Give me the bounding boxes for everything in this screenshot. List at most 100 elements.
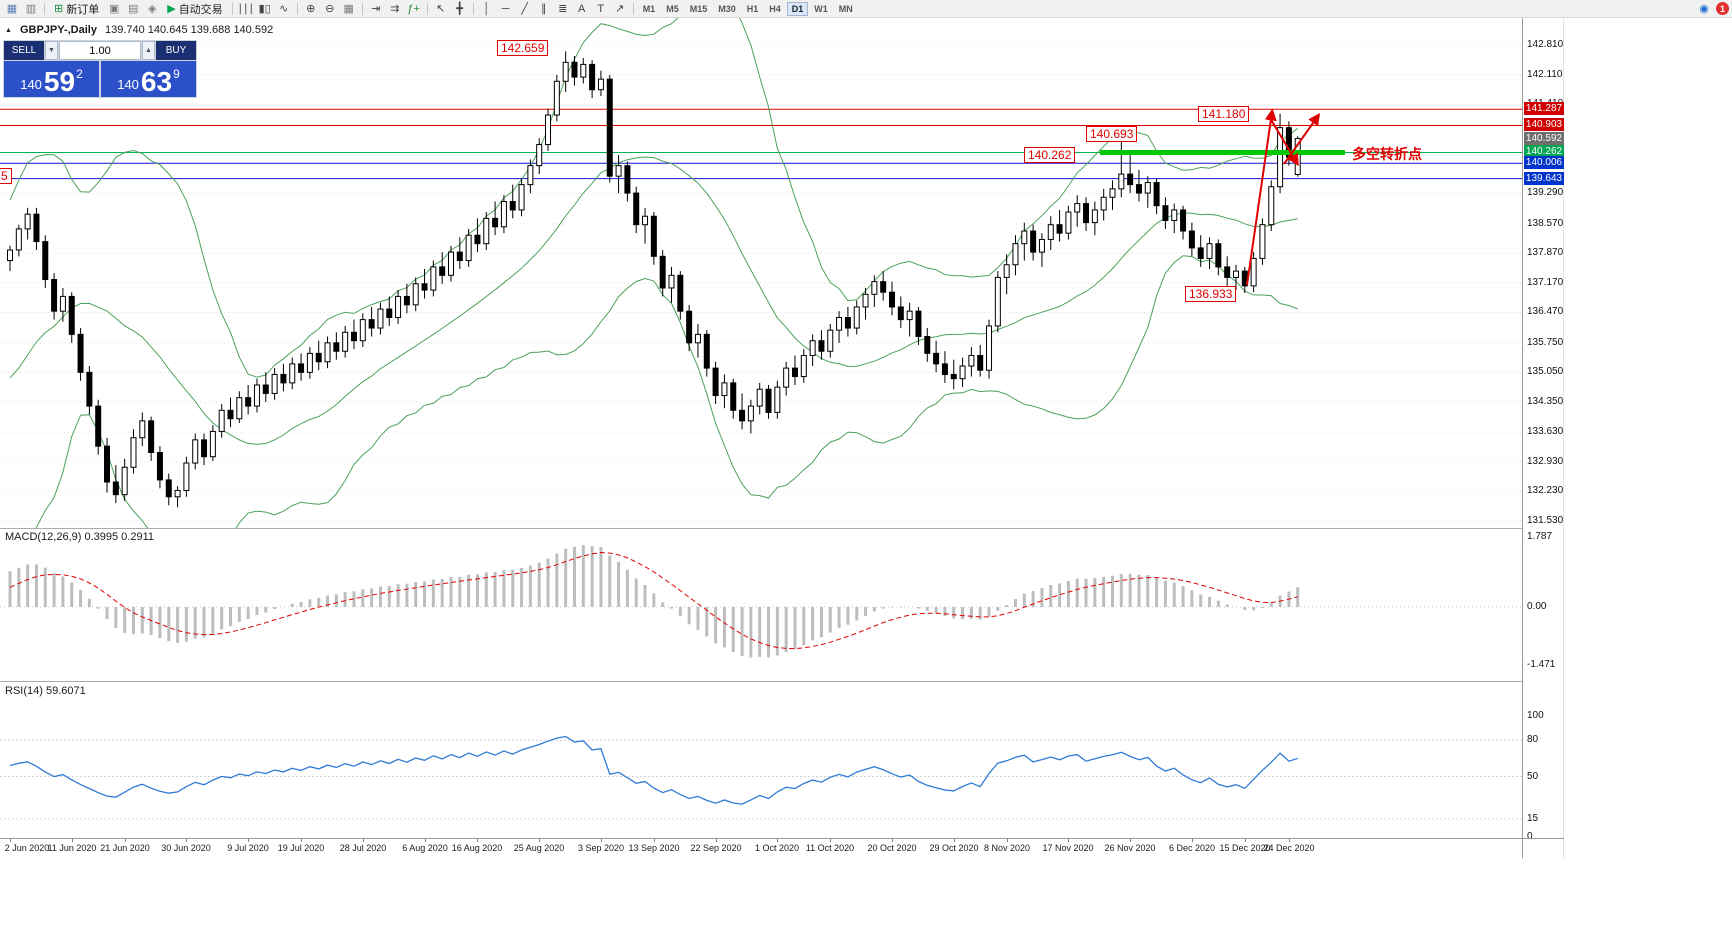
volume-input[interactable] [59, 41, 141, 60]
axis-price-tag: 141.287 [1524, 102, 1564, 116]
rsi-line [9, 735, 1298, 805]
axis-price-tag: 140.903 [1524, 118, 1564, 132]
bar-chart-icon[interactable]: ∣∣∣ [237, 2, 254, 15]
timeframe-w1-button[interactable]: W1 [814, 3, 828, 14]
time-axis-label: 24 Dec 2020 [1263, 843, 1315, 853]
community-icon[interactable]: ◉ [1699, 2, 1709, 15]
fibonacci-icon[interactable]: ≣ [558, 2, 568, 15]
buy-price-big-figure: 140 [117, 77, 139, 92]
toolbar-separator [472, 2, 474, 15]
indicators-icon[interactable]: ƒ+ [407, 2, 420, 15]
timeframe-d1-button[interactable]: D1 [786, 1, 809, 16]
data-window-icon[interactable]: ▤ [128, 2, 139, 15]
macd-scale-label: 1.787 [1527, 530, 1553, 542]
grid-layer [0, 44, 1522, 522]
tile-windows-icon[interactable]: ▦ [343, 2, 354, 15]
horizontal-line-icon[interactable]: ─ [501, 2, 510, 15]
notification-badge[interactable]: 1 [1716, 2, 1729, 15]
time-axis-label: 13 Sep 2020 [628, 843, 680, 853]
autotrading-play-icon: ▶ [167, 3, 176, 15]
buy-price-button[interactable]: 140 63 9 [101, 61, 196, 97]
drawn-objects-layer[interactable] [1100, 108, 1345, 286]
axis-price-tag: 139.643 [1524, 171, 1564, 185]
zoom-in-icon[interactable]: ⊕ [306, 2, 316, 15]
macd-scale-label: -1.471 [1527, 658, 1556, 670]
chart-shift-icon[interactable]: ⇉ [390, 2, 400, 15]
vertical-line-icon[interactable]: │ [483, 2, 491, 15]
chart-profiles-icon[interactable]: ▥ [25, 2, 37, 15]
navigator-icon[interactable]: ◈ [147, 2, 157, 15]
time-axis-label: 30 Jun 2020 [161, 843, 211, 853]
panel-separator[interactable] [0, 681, 1564, 682]
trend-arrow-object[interactable] [1283, 113, 1321, 165]
timeframe-m5-button[interactable]: M5 [666, 3, 679, 14]
time-axis-label: 11 Oct 2020 [805, 843, 855, 853]
buy-button[interactable]: BUY [156, 41, 196, 60]
rsi-scale-label: 100 [1527, 710, 1544, 721]
timeframe-mn-button[interactable]: MN [838, 3, 853, 14]
one-click-toggle-icon[interactable]: ▲ [5, 26, 12, 34]
text-icon[interactable]: A [578, 2, 586, 15]
new-order-button-label: 新订单 [66, 3, 100, 16]
auto-scroll-icon[interactable]: ⇥ [371, 2, 381, 15]
auto-trading-button[interactable]: ▶ 自动交易 [162, 1, 227, 17]
crosshair-icon[interactable]: ╋ [456, 2, 463, 15]
axis-price-label: 133.630 [1527, 426, 1564, 438]
time-axis-label: 15 Dec 2020 [1219, 843, 1271, 853]
market-watch-icon[interactable]: ▣ [109, 2, 120, 15]
axis-price-tag: 140.592 [1524, 131, 1564, 145]
arrow-tool-icon[interactable]: ↗ [615, 2, 625, 15]
new-order-icon: ⊞ [54, 3, 64, 15]
volume-down-button[interactable]: ▼ [45, 41, 58, 60]
sell-price-button[interactable]: 140 59 2 [4, 61, 99, 97]
axis-price-label: 132.930 [1527, 455, 1564, 467]
main-price-chart[interactable] [0, 18, 1522, 528]
timeframe-h4-button[interactable]: H4 [769, 3, 781, 14]
axis-price-label: 135.050 [1527, 366, 1564, 378]
channel-icon[interactable]: ∥ [540, 2, 547, 15]
trend-arrow-object[interactable] [1246, 108, 1277, 286]
rsi-indicator-panel[interactable] [0, 682, 1522, 838]
timeframe-h1-button[interactable]: H1 [746, 3, 759, 14]
axis-price-label: 131.530 [1527, 514, 1564, 526]
text-label-icon[interactable]: T [597, 2, 605, 15]
candlestick-chart-icon[interactable]: ▮▯ [258, 2, 271, 15]
time-axis-label: 11 Jun 2020 [47, 843, 97, 853]
time-axis-label: 22 Sep 2020 [690, 843, 742, 853]
volume-up-button[interactable]: ▲ [142, 41, 155, 60]
axis-price-label: 134.350 [1527, 395, 1564, 407]
toolbar-separator [44, 2, 45, 15]
new-order-button[interactable]: ⊞ 新订单 [49, 1, 104, 17]
line-chart-icon[interactable]: ∿ [279, 2, 289, 15]
time-axis-label: 26 Nov 2020 [1104, 843, 1156, 853]
buy-price-pips: 63 [140, 66, 173, 97]
axis-price-label: 137.870 [1527, 247, 1564, 259]
toolbar-separator [426, 2, 428, 15]
timeframe-m30-button[interactable]: M30 [718, 3, 736, 14]
time-axis-label: 8 Nov 2020 [983, 843, 1031, 853]
macd-indicator-panel[interactable] [0, 529, 1522, 681]
axis-price-label: 135.750 [1527, 336, 1564, 348]
chart-window: 142.659 141.180 140.693 140.262 136.933 5 多空转折… [0, 18, 1564, 858]
time-axis[interactable]: 2 Jun 2020 11 Jun 2020 21 Jun 2020 30 Jun 2… [0, 838, 1564, 858]
time-axis-label: 1 Oct 2020 [754, 843, 800, 853]
sell-button[interactable]: SELL [4, 41, 44, 60]
auto-trading-button-label: 自动交易 [178, 3, 223, 16]
price-axis[interactable]: 142.810142.110141.410139.290138.570137.8… [1522, 18, 1564, 858]
zoom-out-icon[interactable]: ⊖ [325, 2, 335, 15]
sell-price-point: 2 [76, 67, 83, 81]
trend-arrow-object[interactable] [1269, 117, 1299, 167]
timeframe-m15-button[interactable]: M15 [689, 3, 708, 14]
new-chart-icon[interactable]: ▦ [6, 2, 18, 15]
trendline-icon[interactable]: ╱ [521, 2, 528, 15]
cursor-icon[interactable]: ↖ [436, 2, 446, 15]
time-axis-label: 9 Jul 2020 [227, 843, 269, 853]
panel-separator[interactable] [0, 528, 1564, 529]
trade-panel-top-row: SELL ▼ ▲ BUY [4, 41, 196, 60]
axis-price-tag: 140.262 [1524, 145, 1564, 159]
toolbar-separator [231, 2, 233, 15]
rsi-scale-label: 15 [1527, 812, 1539, 824]
timeframe-m1-button[interactable]: M1 [642, 3, 656, 14]
horizontal-levels-layer[interactable] [0, 108, 1522, 180]
